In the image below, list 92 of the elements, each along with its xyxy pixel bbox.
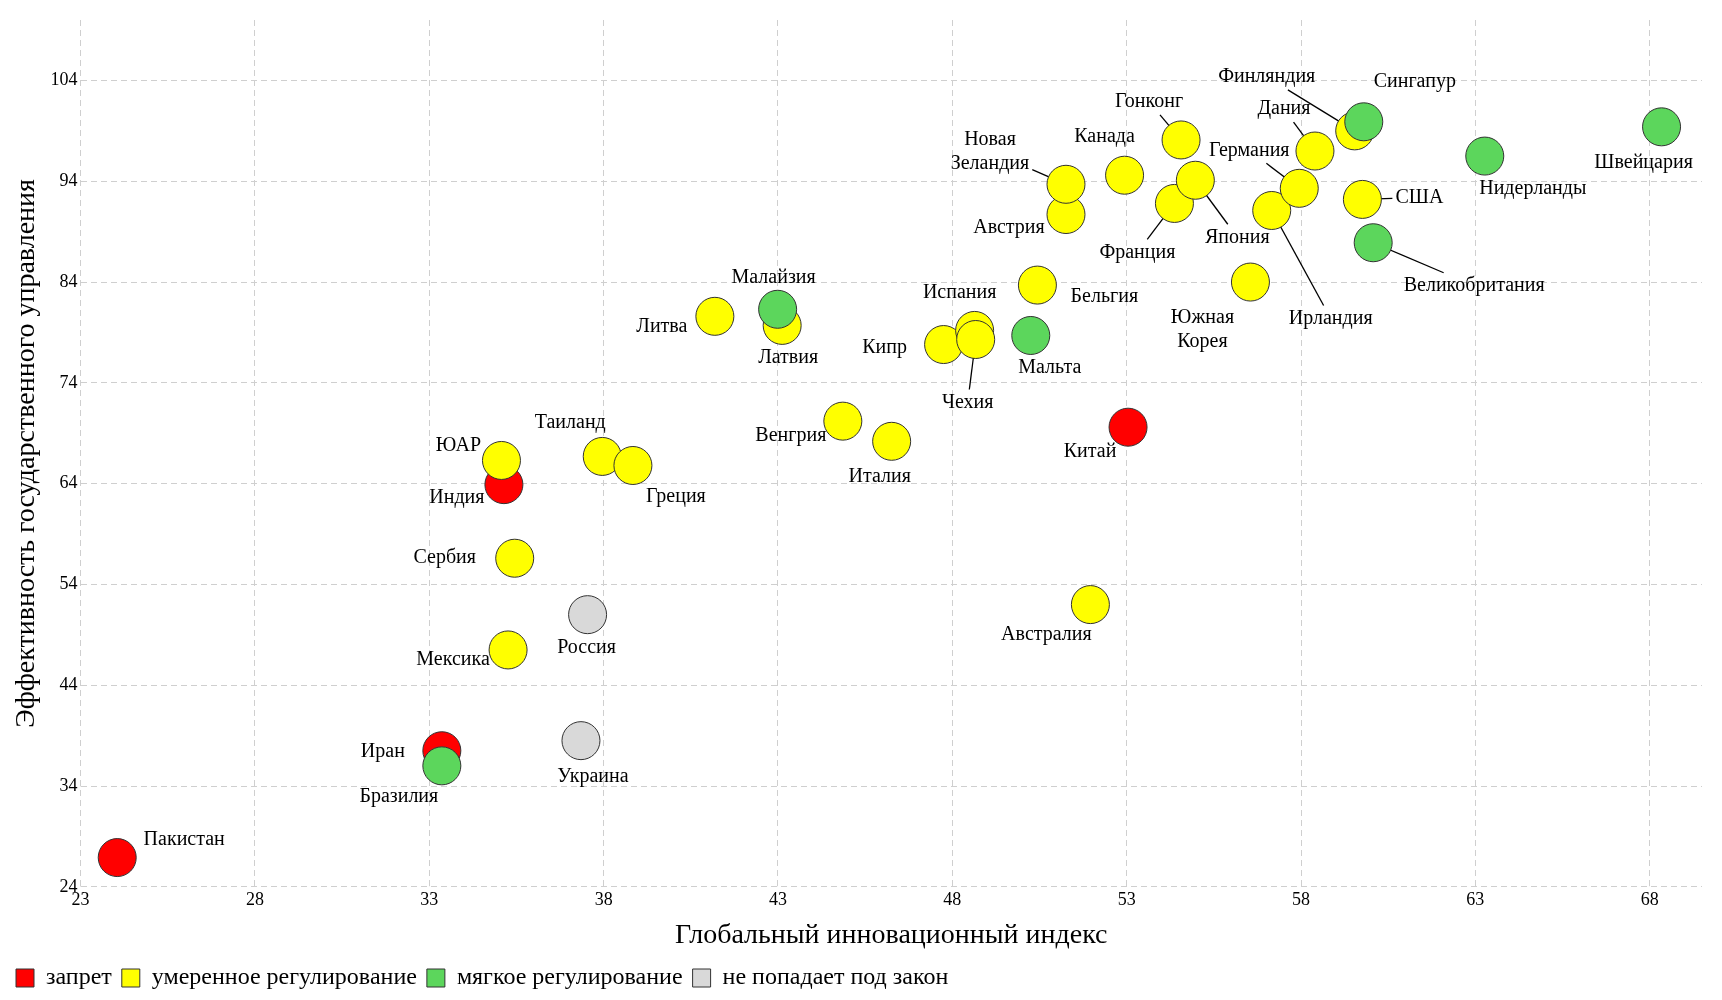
- annotation: Швейцария: [1594, 150, 1693, 174]
- annotation: Малайзия: [731, 264, 816, 287]
- x-tick-label: 43: [768, 889, 787, 910]
- y-axis-title: Эффективность государственного управления: [9, 178, 41, 728]
- point: [1017, 265, 1057, 305]
- point: [1295, 131, 1335, 171]
- x-tick-label: 58: [1292, 889, 1311, 910]
- annotation: Бразилия: [359, 784, 439, 808]
- point: [422, 746, 462, 786]
- y-tick-label: 34: [59, 774, 78, 795]
- point: [1342, 179, 1382, 219]
- annotation: Гонконг: [1115, 89, 1184, 112]
- annotation: Чехия: [941, 389, 994, 412]
- annotation: Дания: [1257, 96, 1311, 120]
- annotation: Латвия: [758, 344, 819, 367]
- annotation: Бельгия: [1070, 284, 1139, 307]
- annotation: Ирландия: [1288, 305, 1373, 329]
- x-tick-label: 28: [245, 889, 264, 910]
- y-tick-label: 64: [59, 472, 78, 493]
- point: [613, 446, 653, 485]
- x-tick-label: 33: [420, 889, 439, 910]
- annotation: Австрия: [973, 214, 1045, 238]
- point: [97, 838, 137, 878]
- annotation: Испания: [922, 279, 997, 302]
- annotation: Греция: [646, 483, 706, 507]
- annotation: Сербия: [413, 545, 476, 569]
- annotation: Украина: [557, 763, 629, 787]
- annotation: Германия: [1208, 137, 1290, 161]
- annotation: Финляндия: [1218, 64, 1316, 88]
- annotation: Россия: [557, 634, 616, 657]
- point: [1252, 190, 1292, 230]
- x-tick-label: 38: [594, 889, 613, 910]
- point: [1046, 164, 1086, 204]
- y-tick-label: 94: [59, 170, 78, 190]
- point: [695, 296, 735, 336]
- x-tick-label: 68: [1640, 889, 1659, 910]
- point: [561, 721, 601, 761]
- annotation: Китай: [1063, 439, 1117, 462]
- annotation: Великобритания: [1403, 273, 1545, 296]
- point: [1230, 262, 1270, 302]
- legend-label: умеренное регулирование: [151, 963, 417, 990]
- point: [1465, 136, 1505, 176]
- annotation: Мальта: [1018, 354, 1082, 377]
- point: [872, 421, 912, 461]
- point: [1161, 120, 1201, 160]
- annotation: Канада: [1074, 124, 1135, 148]
- point: [1011, 315, 1051, 355]
- y-tick-label: 104: [50, 69, 78, 90]
- annotation: Италия: [848, 463, 911, 486]
- point: [1175, 160, 1215, 200]
- legend-label: запрет: [46, 963, 113, 990]
- annotation: Венгрия: [755, 423, 827, 447]
- point: [481, 440, 521, 480]
- point: [488, 630, 528, 670]
- annotation: ЮАР: [435, 432, 482, 455]
- point: [1344, 102, 1384, 142]
- legend-label: мягкое регулирование: [456, 963, 683, 990]
- annotation: Кипр: [862, 334, 907, 358]
- point: [1105, 155, 1145, 195]
- point: [1070, 585, 1110, 625]
- point: [1353, 223, 1393, 263]
- annotation: Нидерланды: [1479, 176, 1587, 200]
- annotation: Австралия: [1001, 621, 1092, 645]
- annotation: Литва: [636, 313, 688, 336]
- annotation: Мексика: [416, 647, 490, 670]
- x-tick-label: 63: [1466, 889, 1485, 910]
- point: [1279, 168, 1319, 208]
- annotation: Иран: [360, 738, 406, 762]
- point: [956, 320, 996, 360]
- annotation: Новая Зеландия: [950, 126, 1030, 174]
- annotation: Таиланд: [534, 409, 606, 433]
- point: [568, 595, 608, 635]
- annotation: Южная Корея: [1170, 305, 1235, 353]
- annotation: США: [1395, 184, 1444, 207]
- annotation: Пакистан: [143, 826, 226, 849]
- y-tick-label: 84: [59, 270, 78, 291]
- annotation: Япония: [1205, 224, 1270, 247]
- y-tick-label: 74: [59, 371, 78, 392]
- annotation: Индия: [429, 484, 485, 508]
- y-tick-label: 44: [59, 673, 78, 694]
- annotation: Сингапур: [1373, 69, 1456, 93]
- legend-label: не попадает под закон: [722, 963, 949, 990]
- x-tick-label: 53: [1117, 889, 1136, 910]
- point: [924, 325, 964, 365]
- point: [758, 289, 798, 329]
- annotation: Франция: [1099, 239, 1176, 263]
- point: [582, 436, 622, 476]
- point: [1642, 107, 1682, 147]
- y-tick-label: 54: [59, 573, 78, 594]
- point: [495, 538, 535, 578]
- x-axis-title: Глобальный инновационный индекс: [675, 917, 1108, 949]
- x-tick-label: 48: [943, 889, 962, 910]
